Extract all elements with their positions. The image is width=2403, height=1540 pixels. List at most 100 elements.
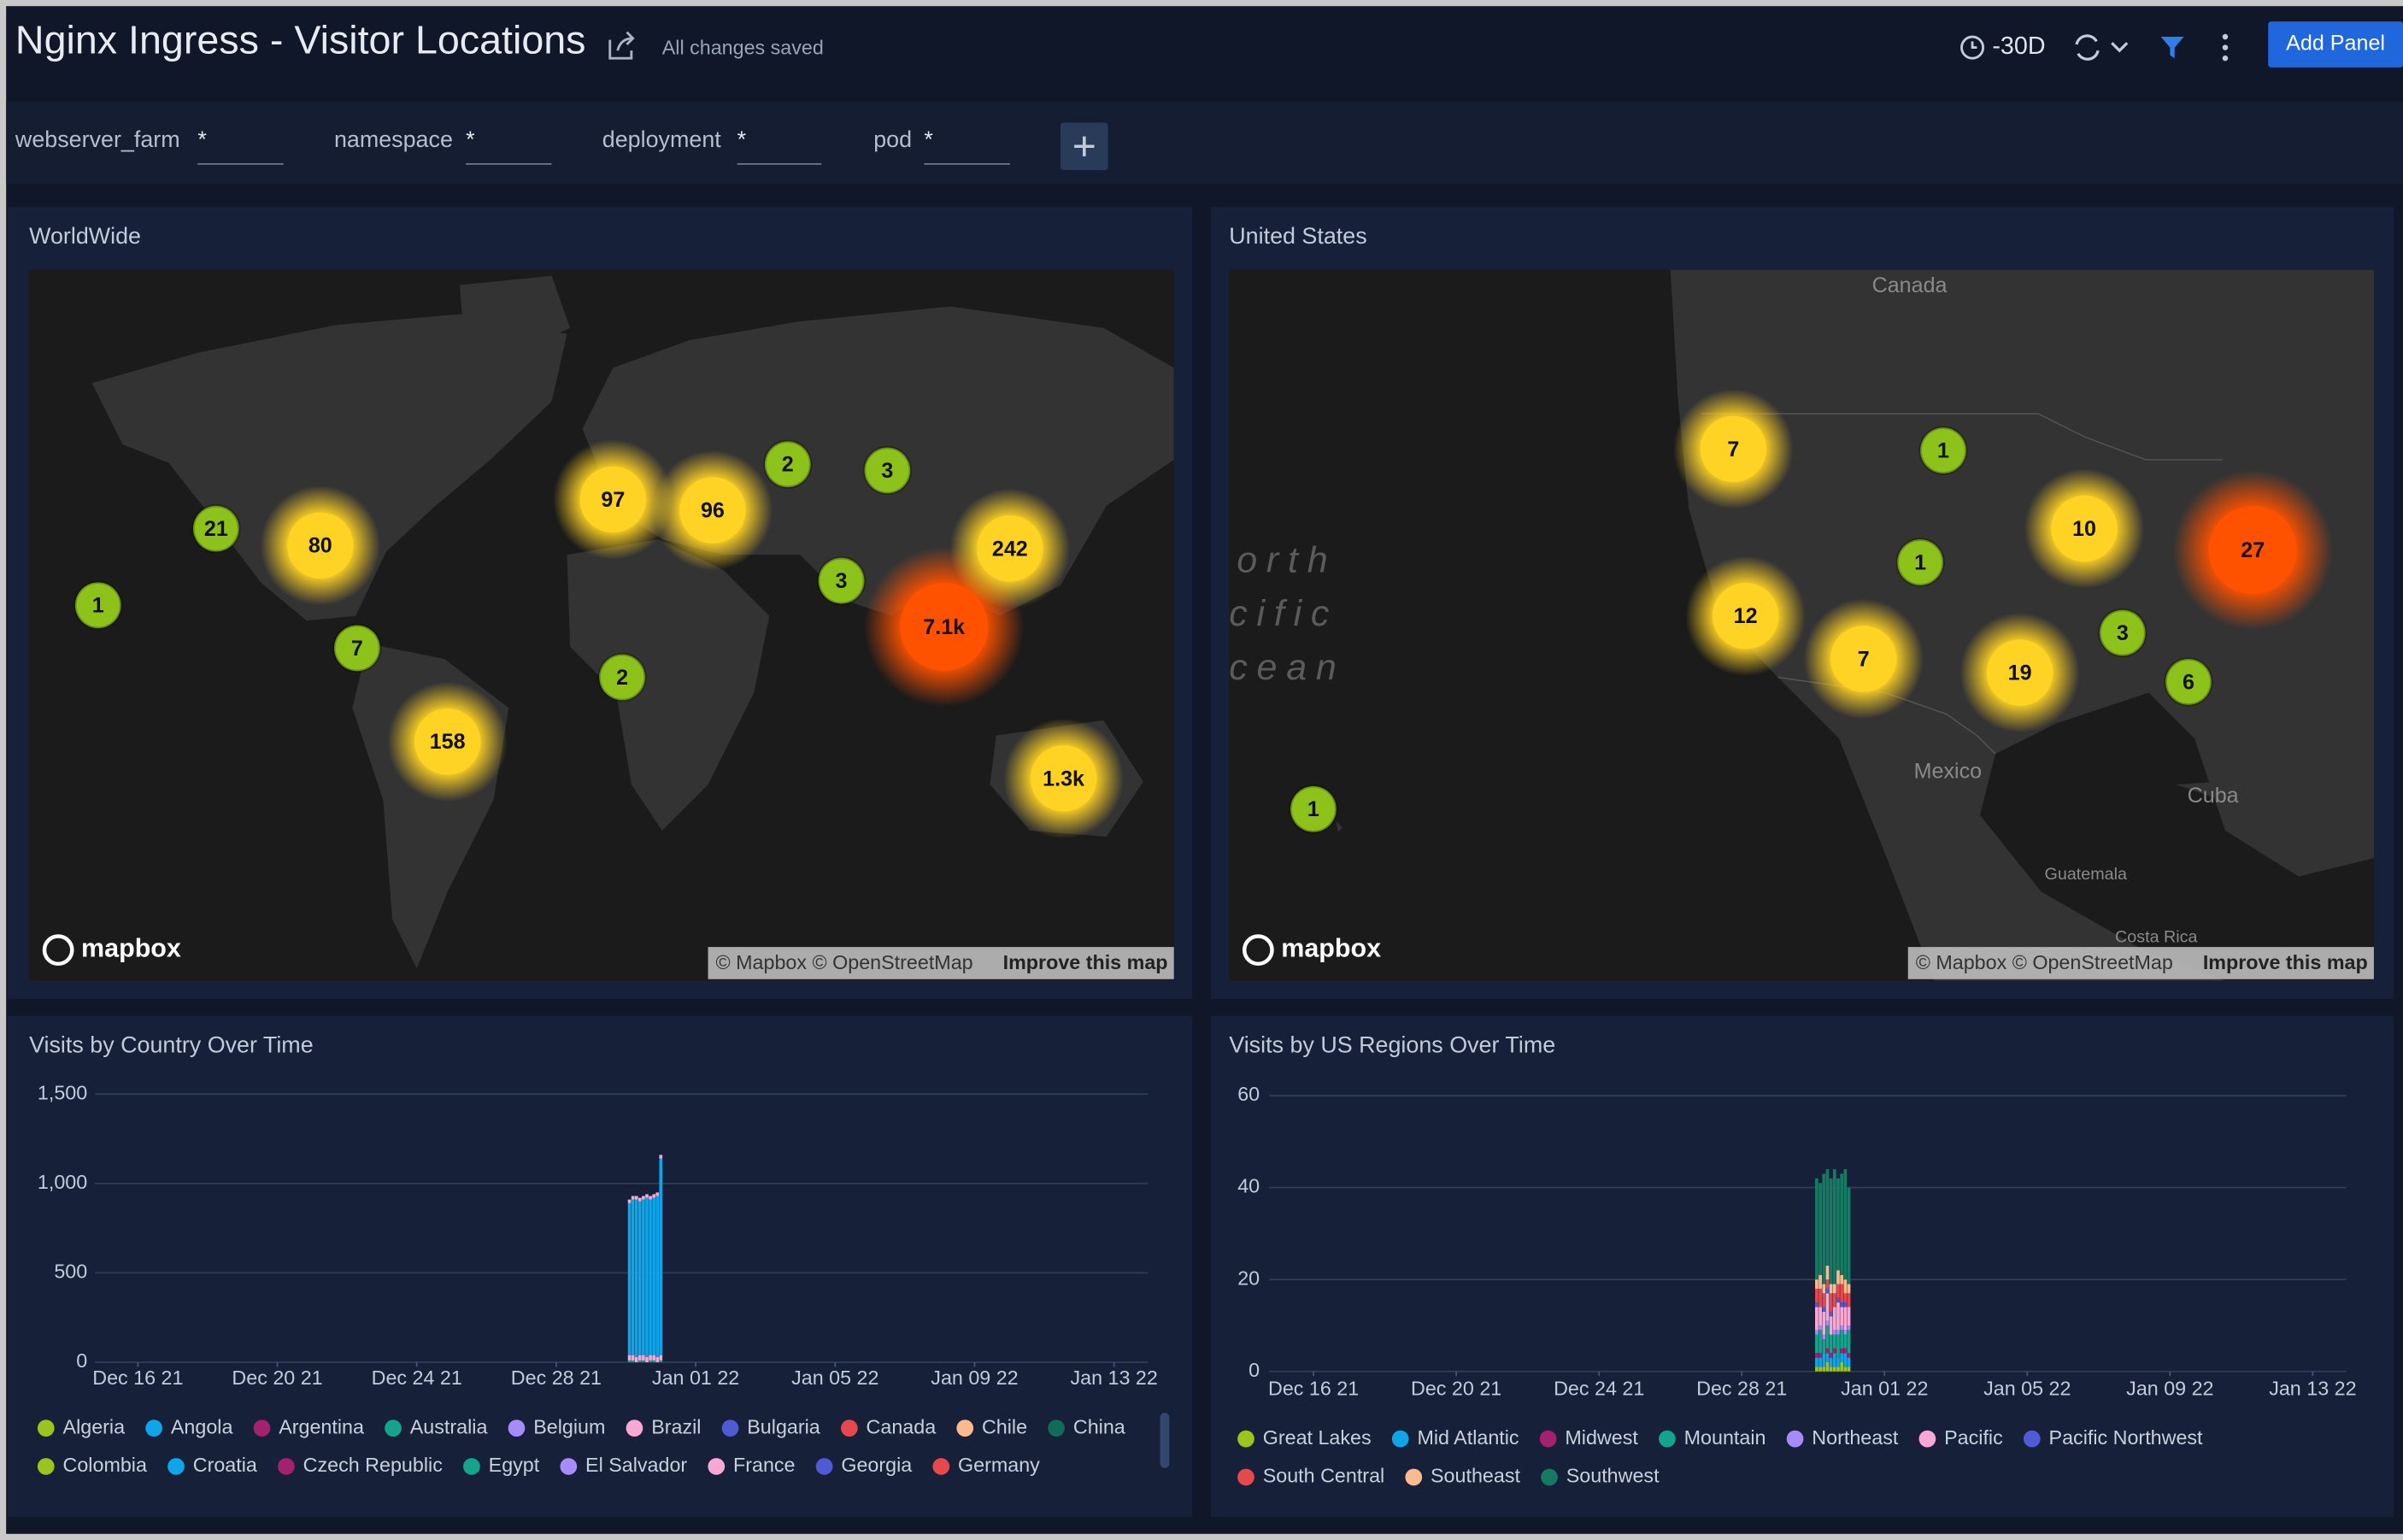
legend-label[interactable]: Pacific	[1944, 1426, 2003, 1449]
clock-icon[interactable]	[1960, 35, 1985, 60]
legend-swatch[interactable]	[815, 1458, 833, 1475]
legend-label[interactable]: El Salvador	[585, 1454, 687, 1476]
legend-swatch[interactable]	[1541, 1468, 1558, 1486]
filter-value[interactable]: *	[924, 126, 933, 152]
legend-swatch[interactable]	[626, 1420, 643, 1437]
legend-swatch[interactable]	[1237, 1430, 1254, 1448]
filter-value[interactable]: *	[466, 126, 475, 152]
cluster[interactable]	[1289, 785, 1338, 834]
cluster[interactable]	[900, 582, 989, 671]
improve-map-link[interactable]: Improve this map	[1003, 951, 1168, 973]
legend-label[interactable]: Georgia	[841, 1454, 912, 1476]
legend-label[interactable]: Australia	[410, 1415, 488, 1437]
legend-swatch[interactable]	[1659, 1430, 1676, 1448]
legend-label[interactable]: Canada	[867, 1415, 937, 1437]
cluster[interactable]	[977, 515, 1043, 582]
cluster[interactable]	[2208, 506, 2297, 595]
legend-swatch[interactable]	[278, 1458, 295, 1475]
cluster[interactable]	[597, 652, 647, 702]
cluster[interactable]	[579, 466, 647, 533]
legend-label[interactable]: Croatia	[193, 1454, 257, 1476]
legend-swatch[interactable]	[708, 1458, 726, 1475]
legend-swatch[interactable]	[1391, 1430, 1409, 1448]
cluster[interactable]	[1030, 745, 1097, 812]
filter-value[interactable]: *	[737, 126, 747, 152]
cluster[interactable]	[191, 503, 241, 554]
share-icon[interactable]	[608, 31, 635, 60]
cluster[interactable]	[287, 512, 354, 579]
add-panel-label[interactable]: Add Panel	[2286, 32, 2385, 56]
add-panel-button[interactable]	[2268, 21, 2403, 68]
legend-label[interactable]: Mountain	[1684, 1426, 1766, 1449]
cluster[interactable]	[2098, 608, 2147, 658]
legend-swatch[interactable]	[253, 1420, 271, 1437]
legend-swatch[interactable]	[385, 1420, 402, 1437]
legend-swatch[interactable]	[721, 1420, 739, 1437]
cluster[interactable]	[1986, 639, 2053, 706]
refresh-icon[interactable]	[2075, 34, 2129, 61]
legend-label[interactable]: China	[1073, 1415, 1125, 1437]
cluster[interactable]	[679, 477, 746, 544]
legend-swatch[interactable]	[145, 1420, 163, 1437]
bar-segment	[1843, 1330, 1848, 1335]
cluster[interactable]	[862, 445, 913, 496]
cluster[interactable]	[2164, 657, 2213, 707]
legend-label[interactable]: Southeast	[1431, 1465, 1520, 1487]
legend-label[interactable]: Egypt	[489, 1454, 540, 1476]
legend-swatch[interactable]	[560, 1458, 578, 1475]
legend-scrollbar[interactable]	[1160, 1413, 1170, 1468]
legend-label[interactable]: Southwest	[1566, 1465, 1660, 1487]
legend-label[interactable]: Germany	[958, 1454, 1040, 1476]
cluster[interactable]	[73, 580, 123, 630]
legend-swatch[interactable]	[37, 1458, 55, 1475]
legend-swatch[interactable]	[1918, 1430, 1936, 1448]
legend-label[interactable]: Bulgaria	[747, 1415, 820, 1437]
cluster[interactable]	[816, 555, 867, 606]
legend-label[interactable]: Algeria	[63, 1415, 126, 1437]
legend-swatch[interactable]	[508, 1420, 526, 1437]
filter-value[interactable]: *	[197, 126, 207, 152]
cluster[interactable]	[414, 708, 481, 775]
legend-label[interactable]: Midwest	[1565, 1426, 1638, 1449]
legend-swatch[interactable]	[1237, 1468, 1254, 1486]
cluster[interactable]	[1895, 538, 1945, 587]
legend-label[interactable]: South Central	[1263, 1465, 1384, 1487]
time-range[interactable]: -30D	[1992, 32, 2045, 60]
legend-swatch[interactable]	[463, 1458, 480, 1475]
legend-label[interactable]: Belgium	[533, 1415, 605, 1437]
cluster[interactable]	[1918, 426, 1968, 475]
legend-swatch[interactable]	[956, 1420, 974, 1437]
legend-label[interactable]: Czech Republic	[303, 1454, 444, 1476]
legend-label[interactable]: Great Lakes	[1263, 1426, 1372, 1449]
cluster-label: 1.3k	[1043, 767, 1084, 791]
legend-swatch[interactable]	[932, 1458, 950, 1475]
legend-swatch[interactable]	[840, 1420, 858, 1437]
legend-label[interactable]: Chile	[982, 1415, 1027, 1437]
cluster[interactable]	[2051, 495, 2118, 562]
add-filter-icon[interactable]	[1074, 136, 1095, 156]
legend-label[interactable]: Mid Atlantic	[1417, 1426, 1519, 1449]
cluster[interactable]	[332, 623, 382, 673]
filter-icon[interactable]	[2160, 37, 2184, 59]
improve-map-link[interactable]: Improve this map	[2203, 951, 2368, 973]
legend-label[interactable]: Northeast	[1812, 1426, 1899, 1449]
more-menu[interactable]	[2222, 33, 2229, 62]
x-tick-label: Dec 28 21	[511, 1367, 602, 1389]
legend-label[interactable]: Brazil	[651, 1415, 701, 1437]
legend-swatch[interactable]	[1539, 1430, 1557, 1448]
cluster[interactable]	[1712, 583, 1779, 650]
legend-label[interactable]: Argentina	[279, 1415, 364, 1437]
legend-swatch[interactable]	[2023, 1430, 2041, 1448]
legend-label[interactable]: Colombia	[63, 1454, 147, 1476]
legend-swatch[interactable]	[1786, 1430, 1804, 1448]
legend-swatch[interactable]	[37, 1420, 55, 1437]
legend-swatch[interactable]	[167, 1458, 185, 1475]
legend-label[interactable]: Pacific Northwest	[2049, 1426, 2204, 1449]
legend-swatch[interactable]	[1405, 1468, 1423, 1486]
cluster[interactable]	[763, 439, 813, 489]
legend-swatch[interactable]	[1048, 1420, 1066, 1437]
cluster[interactable]	[1700, 415, 1767, 483]
legend-label[interactable]: France	[733, 1454, 796, 1476]
cluster[interactable]	[1830, 626, 1897, 692]
legend-label[interactable]: Angola	[171, 1415, 233, 1437]
